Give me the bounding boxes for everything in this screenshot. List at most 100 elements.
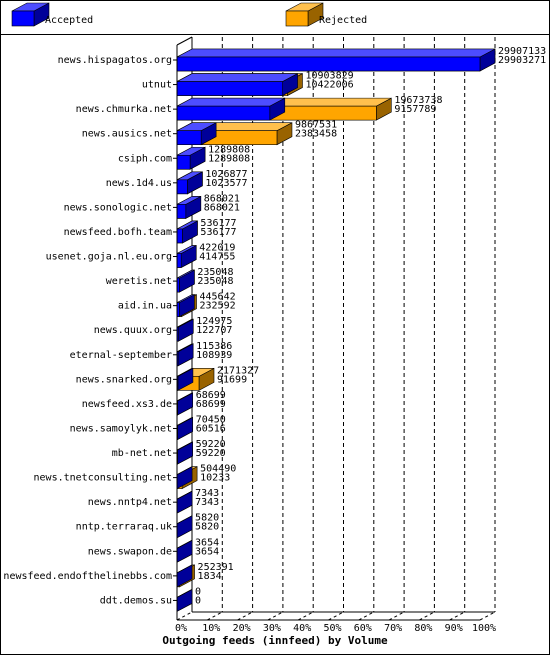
x-tick-label: 10% [202,623,220,634]
value-label: 0 [195,586,201,597]
value-label: 1834 [198,571,222,582]
x-tick-label: 40% [293,623,311,634]
y-tick-label: newsfeed.endofthelinebbs.com [3,571,172,582]
value-label: 7343 [195,488,219,499]
accepted-bar [176,318,194,342]
x-tick-label: 50% [323,623,341,634]
value-label: 232592 [200,301,236,312]
value-label: 10233 [200,473,230,484]
value-label: 235048 [197,267,233,278]
value-label: 124975 [196,316,232,327]
value-label: 9157789 [394,104,436,115]
x-tick-label: 20% [233,623,251,634]
value-label: 414755 [199,252,235,263]
tick-mark [449,611,465,621]
axis-line [176,36,193,46]
legend-label: Rejected [319,15,367,26]
tick-mark [207,611,223,621]
accepted-bar [176,73,298,97]
value-label: 2383458 [295,129,337,140]
value-label: 1023577 [205,178,247,189]
value-label: 3654 [195,537,219,548]
value-label: 29907133 [498,46,546,57]
accepted-bar [176,97,286,121]
y-tick-label: eternal-september [70,350,172,361]
tick-mark [388,611,405,621]
bar-front [176,253,182,268]
value-label: 3654 [195,546,219,557]
bar-front [176,154,191,170]
y-tick-label: news.hispagatos.org [58,55,172,66]
bar-front [176,105,271,121]
tick-mark [267,611,284,621]
value-label: 10903829 [305,71,353,82]
bar-top [176,48,496,58]
y-tick-label: utnut [142,80,172,91]
value-label: 235048 [197,276,233,287]
y-tick-label: news.tnetconsulting.net [34,473,172,484]
accepted-bar [176,343,194,367]
x-tick-label: 80% [414,623,432,634]
value-label: 868021 [204,193,240,204]
y-tick-label: news.1d4.us [106,178,172,189]
bar-top [176,97,285,107]
value-label: 445642 [200,292,236,303]
chart-title: Outgoing feeds (innfeed) by Volume [162,634,388,647]
value-label: 91699 [217,374,247,385]
bar-front [176,81,283,96]
x-tick-label: 60% [354,623,372,634]
tick-mark [328,611,344,621]
x-tick-label: 70% [384,623,402,634]
y-tick-label: news.chmurka.net [76,104,172,115]
accepted-bar [176,269,195,293]
value-label: 60516 [196,423,226,434]
value-label: 1289808 [208,144,250,155]
y-tick-label: aid.in.ua [118,301,172,312]
value-label: 19673738 [394,95,442,106]
y-tick-label: csiph.com [118,153,172,164]
value-label: 536177 [200,218,236,229]
y-tick-label: news.ausics.net [82,129,172,140]
value-label: 5820 [195,522,219,533]
accepted-bar [176,171,203,195]
y-tick-label: news.sonologic.net [64,202,172,213]
y-tick-label: weretis.net [106,276,172,287]
accepted-bar [176,539,193,563]
tick-mark [479,611,496,621]
value-label: 108939 [196,350,232,361]
x-tick-label: 30% [263,623,281,634]
value-label: 68699 [196,399,226,410]
value-label: 10422006 [305,80,353,91]
value-label: 2171327 [217,365,259,376]
y-tick-label: news.nntp4.net [88,497,172,508]
y-tick-label: news.swapon.de [88,546,172,557]
value-label: 59220 [196,439,226,450]
bar-front [176,130,202,145]
y-tick-label: news.snarked.org [76,374,172,385]
accepted-bar [176,122,217,146]
value-label: 29903271 [498,55,546,66]
bar-front [176,228,183,244]
y-tick-label: news.samoylyk.net [70,423,172,434]
accepted-bar [176,195,202,219]
y-tick-label: mb-net.net [112,448,172,459]
tick-mark [419,611,435,621]
bar-top [176,73,298,82]
bar-top [176,589,193,598]
tick-mark [358,611,375,621]
bar-front [176,179,188,195]
value-label: 5820 [195,513,219,524]
y-tick-label: newsfeed.bofh.team [64,227,172,238]
y-tick-label: newsfeed.xs3.de [82,399,172,410]
value-label: 70450 [196,414,226,425]
value-label: 1289808 [208,153,250,164]
value-label: 252391 [198,562,234,573]
value-label: 68699 [196,390,226,401]
accepted-bar [176,220,198,244]
value-label: 122707 [196,325,232,336]
value-label: 1026877 [205,169,247,180]
value-label: 422019 [199,243,235,254]
y-tick-label: usenet.goja.nl.eu.org [46,252,172,263]
tick-mark [237,611,253,621]
legend-swatch [285,2,324,27]
